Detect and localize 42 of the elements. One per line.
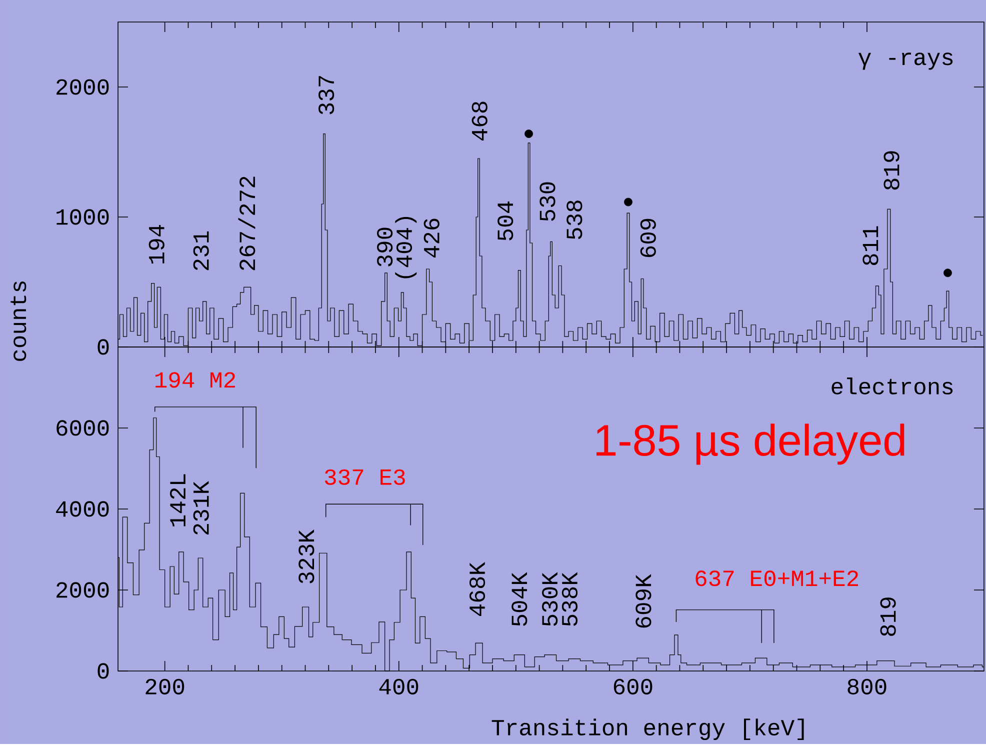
annotation: 426 [424,218,440,258]
y-tick-label: 4000 [56,501,109,517]
annotation: 194 [148,225,164,264]
annotation: (404) [395,217,417,278]
annotation: 637 E0+M1+E2 [696,570,858,586]
x-tick-label: 800 [848,679,886,695]
annotation: 538K [562,572,578,626]
annotation: 530 [540,182,556,222]
annotation: 231K [193,481,209,535]
x-axis-title: Transition energy [keV] [492,718,804,740]
annotation: 819 [880,598,896,636]
annotation: 1-85 µs delayed [596,424,904,465]
annotation: γ -rays [858,52,953,70]
x-tick-label: 200 [146,679,184,695]
x-tick-label: 400 [379,679,418,695]
annotation: 819 [884,151,900,190]
y-tick-label: 2000 [56,79,109,95]
annotation: 323K [298,530,314,584]
annotation: 468K [469,562,486,616]
annotation: 504 [498,202,514,241]
annotation: 337 [318,76,334,114]
annotation: 337 E3 [324,469,405,486]
annotation: 530K [542,572,558,626]
annotation: 609K [636,574,652,628]
annotation: 504K [512,572,528,626]
y-tick-label: 6000 [56,420,109,436]
x-tick-label: 600 [614,679,652,695]
y-tick-label: 1000 [56,209,109,225]
y-tick-label: 2000 [56,582,109,598]
annotation: 811 [862,226,878,266]
y-axis-title: counts [10,282,26,362]
annotation: 468 [472,102,488,141]
annotation: 538 [566,200,582,240]
annotation: electrons [832,378,953,395]
y-tick-label: 0 [98,339,109,355]
annotation: 390 [377,228,393,267]
y-tick-label: 0 [98,663,109,679]
annotation: 231 [193,232,209,270]
annotation: 267/272 [238,176,256,270]
annotation: 142L [170,474,186,527]
annotation: 194 M2 [156,372,236,388]
annotation: 609 [640,219,656,258]
